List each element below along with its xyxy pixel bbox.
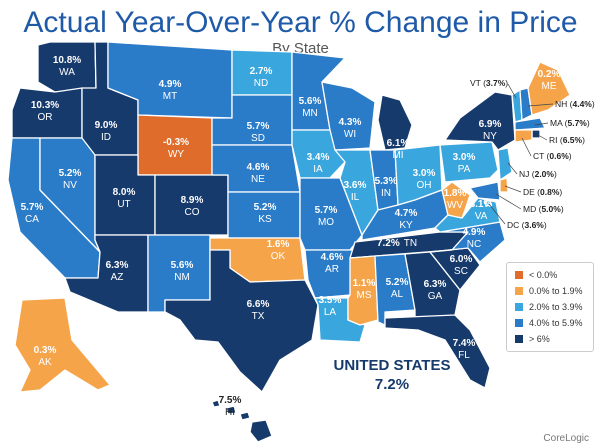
state-CT	[514, 129, 533, 143]
label-PA: 3.0% PA	[453, 152, 476, 175]
state-RI	[531, 129, 541, 139]
legend-label: < 0.0%	[529, 270, 558, 280]
label-MT: 4.9% MT	[159, 79, 182, 102]
state-NC	[429, 221, 506, 263]
legend-label: 2.0% to 3.9%	[529, 302, 583, 312]
label-SD: 5.7% SD	[247, 121, 270, 144]
label-NM: 5.6% NM	[171, 260, 194, 283]
label-UT: 8.0% UT	[113, 187, 136, 210]
label-NE: 4.6% NE	[247, 162, 270, 185]
state-FL	[384, 314, 491, 389]
label-HI: 7.5% HI	[219, 395, 242, 418]
label-ID: 9.0% ID	[95, 120, 118, 143]
label-NY: 6.9% NY	[479, 119, 502, 142]
legend-label: > 6%	[529, 334, 550, 344]
state-WI	[321, 81, 376, 151]
state-NY	[444, 91, 516, 151]
legend-swatch	[515, 271, 523, 279]
legend-swatch	[515, 319, 523, 327]
label-MD: MD (5.0%)	[523, 204, 564, 214]
label-LA: 3.5% LA	[319, 295, 342, 318]
label-AR: 4.6% AR	[321, 252, 344, 275]
legend-item: 4.0% to 5.9%	[515, 315, 593, 331]
label-NV: 5.2% NV	[59, 168, 82, 191]
label-RI: RI (6.5%)	[549, 135, 585, 145]
state-DE	[499, 177, 509, 193]
label-NC: 4.9% NC	[463, 227, 486, 250]
label-OK: 1.6% OK	[267, 239, 290, 262]
state-MA	[514, 117, 546, 131]
label-OR: 10.3% OR	[31, 100, 59, 123]
label-WI: 4.3% WI	[339, 117, 362, 140]
label-AZ: 6.3% AZ	[106, 260, 129, 283]
label-WA: 10.8% WA	[53, 55, 81, 78]
state-HI	[211, 399, 273, 443]
state-ME	[527, 61, 571, 116]
label-NH: NH (4.4%)	[555, 99, 595, 109]
label-KY: 4.7% KY	[395, 208, 418, 231]
label-IA: 3.4% IA	[307, 152, 330, 175]
legend-swatch	[515, 303, 523, 311]
legend-item: > 6%	[515, 331, 593, 347]
label-MI: 6.1% MI	[387, 138, 410, 161]
legend-item: 0.0% to 1.9%	[515, 283, 593, 299]
label-CO: 8.9% CO	[181, 195, 204, 218]
label-MN: 5.6% MN	[299, 96, 322, 119]
label-AL: 5.2% AL	[386, 277, 409, 300]
label-FL: 7.4% FL	[453, 338, 476, 361]
label-CT: CT (0.6%)	[533, 151, 572, 161]
label-ME: 0.2% ME	[538, 69, 561, 92]
label-IL: 3.6% IL	[344, 180, 367, 203]
label-MS: 1.1% MS	[353, 278, 376, 301]
label-WV: 1.8% WV	[444, 188, 467, 211]
label-VT: VT (3.7%)	[470, 78, 508, 88]
label-WY: -0.3% WY	[163, 137, 189, 160]
label-NJ: NJ (2.0%)	[519, 169, 557, 179]
state-AR	[304, 249, 356, 299]
chart-title: Actual Year-Over-Year % Change in Price	[23, 6, 578, 39]
source-credit: CoreLogic	[543, 433, 589, 444]
state-TX	[164, 249, 319, 393]
state-PA	[439, 141, 499, 183]
label-IN: 5.3% IN	[375, 176, 398, 199]
label-MO: 5.7% MO	[315, 205, 338, 228]
legend-label: 4.0% to 5.9%	[529, 318, 583, 328]
leader-lines	[488, 83, 554, 225]
legend-swatch	[515, 287, 523, 295]
label-AK: 0.3% AK	[34, 345, 57, 368]
legend: < 0.0% 0.0% to 1.9% 2.0% to 3.9% 4.0% to…	[506, 262, 594, 352]
label-GA: 6.3% GA	[424, 279, 447, 302]
legend-item: 2.0% to 3.9%	[515, 299, 593, 315]
legend-swatch	[515, 335, 523, 343]
label-DE: DE (0.8%)	[523, 187, 562, 197]
label-DC: DC (3.6%)	[507, 220, 547, 230]
state-NJ	[497, 147, 513, 181]
label-OH: 3.0% OH	[413, 168, 436, 191]
label-MA: MA (5.7%)	[550, 118, 590, 128]
label-TN: 7.2% TN	[377, 238, 417, 249]
national-value: 7.2%	[374, 376, 410, 393]
label-TX: 6.6% TX	[247, 299, 270, 322]
label-VA: 3.1% VA	[470, 199, 493, 222]
legend-item: < 0.0%	[515, 267, 593, 283]
label-CA: 5.7% CA	[21, 202, 44, 225]
label-KS: 5.2% KS	[254, 202, 277, 225]
label-ND: 2.7% ND	[250, 66, 273, 89]
legend-label: 0.0% to 1.9%	[529, 286, 583, 296]
label-SC: 6.0% SC	[450, 254, 473, 277]
state-AK	[14, 297, 111, 393]
state-MD	[469, 181, 501, 201]
state-MI	[377, 94, 413, 151]
national-label: UNITED STATES	[333, 357, 451, 374]
